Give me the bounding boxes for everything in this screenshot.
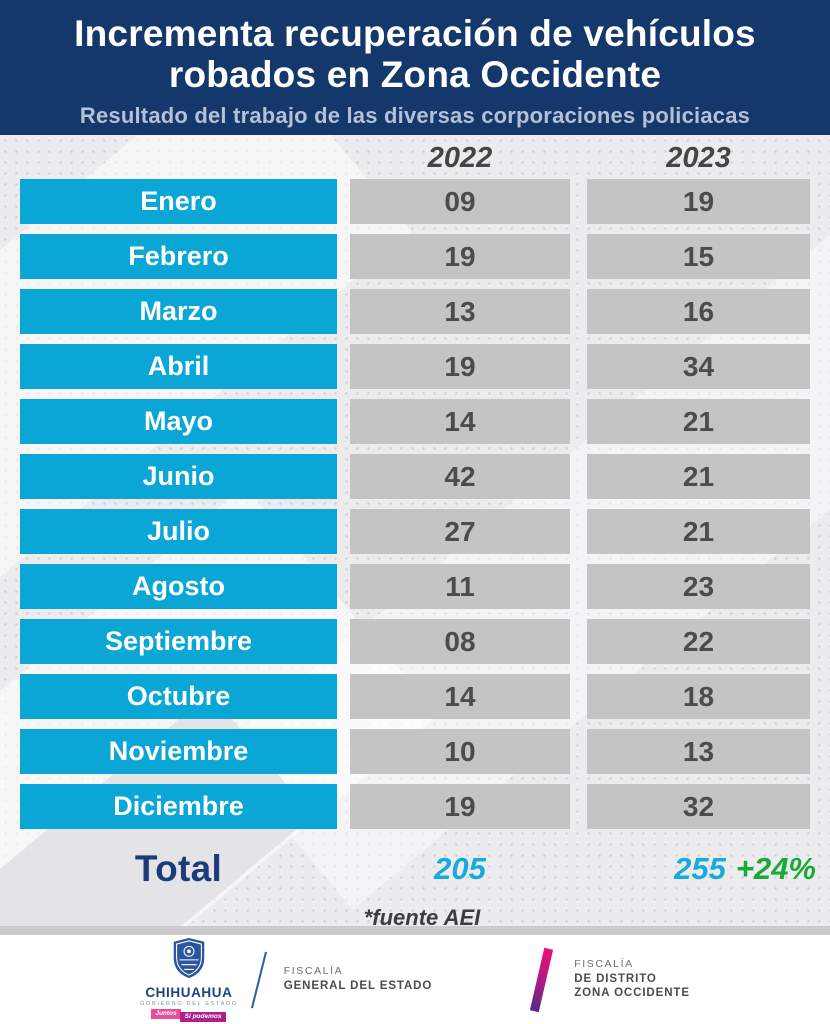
value-2022-cell: 08 bbox=[350, 619, 570, 664]
month-cell: Diciembre bbox=[20, 784, 337, 829]
year-column-2022: 2022 bbox=[427, 141, 493, 174]
year-column-2023: 2023 bbox=[666, 141, 731, 174]
chihuahua-fge-logo: CHIHUAHUA GOBIERNO DEL ESTADO Juntos Sí … bbox=[140, 937, 432, 1022]
fiscalia-distrito-logo: FISCALÍA DE DISTRITO ZONA OCCIDENTE bbox=[530, 947, 690, 1012]
fiscalia-distrito-text: FISCALÍA DE DISTRITO ZONA OCCIDENTE bbox=[574, 958, 690, 1001]
month-cell: Enero bbox=[20, 179, 337, 224]
fiscalia-label: FISCALÍA bbox=[574, 958, 634, 970]
value-2022-cell: 19 bbox=[350, 784, 570, 829]
value-2022-cell: 09 bbox=[350, 179, 570, 224]
value-2022-cell: 13 bbox=[350, 289, 570, 334]
value-2022-cell: 42 bbox=[350, 454, 570, 499]
table-row: Marzo 13 16 bbox=[0, 289, 830, 334]
month-cell: Septiembre bbox=[20, 619, 337, 664]
month-cell: Marzo bbox=[20, 289, 337, 334]
value-2023-cell: 18 bbox=[587, 674, 810, 719]
juntos-badge: Juntos bbox=[151, 1009, 181, 1019]
table-row: Enero 09 19 bbox=[0, 179, 830, 224]
month-cell: Agosto bbox=[20, 564, 337, 609]
value-2023-cell: 15 bbox=[587, 234, 810, 279]
value-2022-cell: 14 bbox=[350, 399, 570, 444]
chihuahua-wordmark: CHIHUAHUA bbox=[145, 985, 233, 1000]
chihuahua-shield-icon bbox=[171, 937, 207, 984]
table-row: Septiembre 08 22 bbox=[0, 619, 830, 664]
value-2023-cell: 21 bbox=[587, 509, 810, 554]
month-cell: Abril bbox=[20, 344, 337, 389]
si-podemos-badge: Sí podemos bbox=[179, 1012, 227, 1022]
gradient-slash-icon bbox=[530, 947, 554, 1012]
table-row: Agosto 11 23 bbox=[0, 564, 830, 609]
month-cell: Junio bbox=[20, 454, 337, 499]
value-2023-cell: 21 bbox=[587, 399, 810, 444]
de-distrito-label: DE DISTRITO bbox=[574, 973, 657, 985]
value-2023-cell: 22 bbox=[587, 619, 810, 664]
value-2022-cell: 11 bbox=[350, 564, 570, 609]
header-banner: Incrementa recuperación de vehículos rob… bbox=[0, 0, 830, 135]
total-2022-value: 205 bbox=[434, 851, 486, 886]
total-2023-value: 255 bbox=[674, 851, 726, 886]
data-section: 2022 2023 Enero 09 19 Febrero 19 15 Marz… bbox=[0, 135, 830, 935]
percent-change-badge: +24% bbox=[735, 851, 816, 886]
month-cell: Julio bbox=[20, 509, 337, 554]
table-row: Abril 19 34 bbox=[0, 344, 830, 389]
table-row: Mayo 14 21 bbox=[0, 399, 830, 444]
month-cell: Mayo bbox=[20, 399, 337, 444]
zona-occidente-label: ZONA OCCIDENTE bbox=[574, 987, 690, 999]
divider-slash bbox=[250, 951, 267, 1008]
month-cell: Noviembre bbox=[20, 729, 337, 774]
general-del-estado-label: GENERAL DEL ESTADO bbox=[283, 980, 433, 992]
table-row: Julio 27 21 bbox=[0, 509, 830, 554]
page-subtitle: Resultado del trabajo de las diversas co… bbox=[79, 102, 751, 128]
value-2023-cell: 19 bbox=[587, 179, 810, 224]
gobierno-del-estado-label: GOBIERNO DEL ESTADO bbox=[140, 1001, 238, 1007]
month-cell: Octubre bbox=[20, 674, 337, 719]
fiscalia-general-text: FISCALÍA GENERAL DEL ESTADO bbox=[284, 965, 432, 994]
value-2022-cell: 27 bbox=[350, 509, 570, 554]
value-2022-cell: 14 bbox=[350, 674, 570, 719]
value-2023-cell: 13 bbox=[587, 729, 810, 774]
value-2022-cell: 19 bbox=[350, 344, 570, 389]
value-2023-cell: 23 bbox=[587, 564, 810, 609]
table-row: Octubre 14 18 bbox=[0, 674, 830, 719]
total-2023-group: 255 +24% bbox=[587, 851, 816, 887]
table-row: Febrero 19 15 bbox=[0, 234, 830, 279]
value-2022-cell: 10 bbox=[350, 729, 570, 774]
month-cell: Febrero bbox=[20, 234, 337, 279]
data-rows: Enero 09 19 Febrero 19 15 Marzo 13 16 Ab… bbox=[0, 179, 830, 829]
page-title-line1: Incrementa recuperación de vehículos bbox=[74, 13, 756, 54]
chihuahua-logo-block: CHIHUAHUA GOBIERNO DEL ESTADO Juntos Sí … bbox=[140, 937, 238, 1022]
value-2023-cell: 21 bbox=[587, 454, 810, 499]
table-row: Junio 42 21 bbox=[0, 454, 830, 499]
footer-logos: CHIHUAHUA GOBIERNO DEL ESTADO Juntos Sí … bbox=[0, 935, 830, 1024]
total-row: Total 205 255 +24% bbox=[0, 843, 830, 895]
total-label: Total bbox=[134, 848, 223, 889]
page-title-line2: robados en Zona Occidente bbox=[168, 54, 662, 96]
value-2023-cell: 16 bbox=[587, 289, 810, 334]
juntos-si-podemos-badges: Juntos Sí podemos bbox=[151, 1009, 227, 1022]
value-2023-cell: 32 bbox=[587, 784, 810, 829]
value-2023-cell: 34 bbox=[587, 344, 810, 389]
value-2022-cell: 19 bbox=[350, 234, 570, 279]
fiscalia-label: FISCALÍA bbox=[283, 965, 344, 977]
source-note: *fuente AEI bbox=[363, 905, 481, 930]
table-row: Diciembre 19 32 bbox=[0, 784, 830, 829]
year-header-row: 2022 2023 bbox=[0, 135, 830, 177]
table-row: Noviembre 10 13 bbox=[0, 729, 830, 774]
